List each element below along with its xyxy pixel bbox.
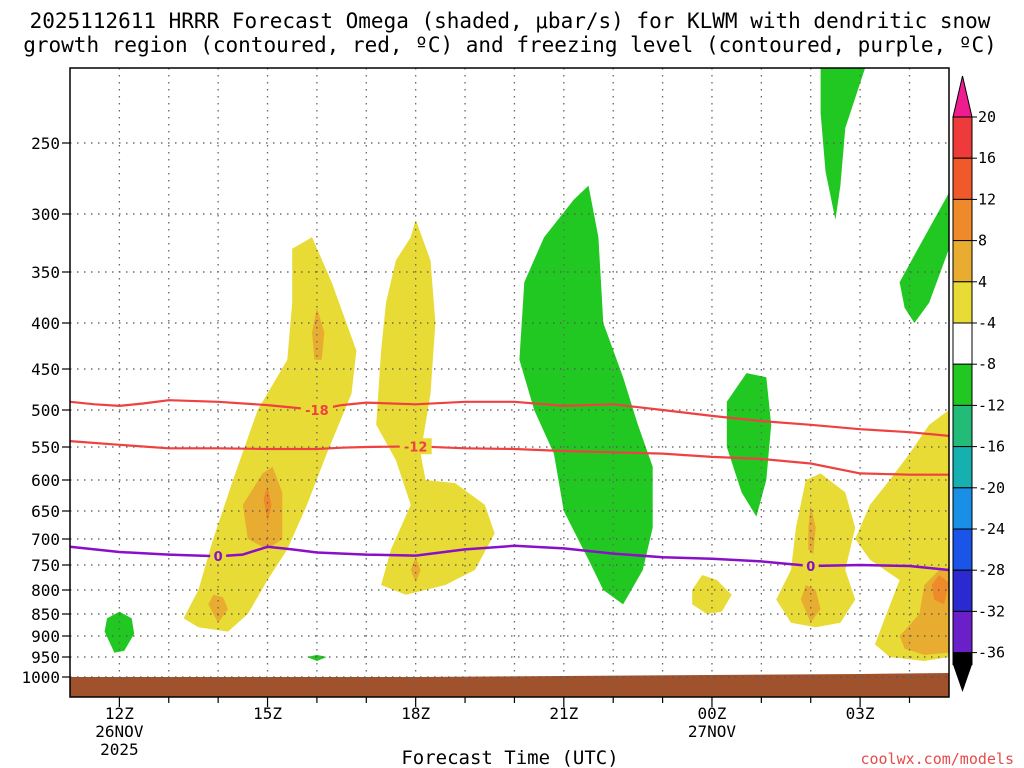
colorbar-segment-0 [952, 116, 973, 159]
contour-label-bg-0 [300, 402, 333, 418]
x-tick-year-0: 2025 [100, 740, 139, 759]
contour-label-bg-2 [210, 548, 227, 565]
omega-region-yellow-26z-col [776, 473, 856, 628]
y-tick-label-13: 900 [31, 627, 60, 646]
omega-region-green-16z-dot [307, 654, 327, 661]
terrain-fill [70, 673, 949, 697]
colorbar-label-9: -20 [978, 479, 1005, 497]
y-tick-label-11: 800 [31, 581, 60, 600]
colorbar-segment-7 [952, 404, 973, 448]
colorbar-label-7: -12 [978, 396, 1005, 414]
x-tick-date-4: 27NOV [688, 722, 737, 741]
contour-label-bg-3 [802, 558, 819, 574]
colorbar-segment-9 [952, 487, 973, 530]
omega-region-orange-26z-lower [800, 585, 821, 623]
plot-frame [69, 67, 950, 698]
omega-region-green-28z-upper [899, 192, 949, 323]
omega-region-redorange-28z [931, 575, 949, 605]
y-tick-label-2: 350 [31, 263, 60, 282]
contour-dgz-top [69, 399, 950, 437]
colorbar-label-1: 16 [978, 149, 996, 167]
y-tick-label-7: 600 [31, 471, 60, 490]
colorbar-label-6: -8 [978, 355, 996, 373]
contour-labels: -18 -12 0 0 [210, 402, 819, 575]
y-tick-label-8: 650 [31, 502, 60, 521]
y-tick-label-0: 250 [31, 134, 60, 153]
contour-freezing-level [69, 544, 950, 572]
x-tick-label-3: 21Z [549, 704, 578, 723]
credit-text: coolwx.com/models [860, 750, 1014, 768]
colorbar-segment-4 [952, 281, 973, 324]
x-tick-label-1: 15Z [253, 704, 282, 723]
contour-label-0: -18 [305, 404, 329, 419]
omega-region-orange-16z-top [312, 307, 325, 360]
omega-region-yellow-14z-col [183, 237, 357, 632]
colorbar-segment-8 [952, 446, 973, 489]
colorbar-label-12: -32 [978, 602, 1005, 620]
omega-region-green-12z-low [104, 611, 135, 653]
chart-title-line1: 2025112611 HRRR Forecast Omega (shaded, … [30, 9, 991, 33]
omega-region-green-26z-top [820, 68, 866, 220]
colorbar-segment-3 [952, 240, 973, 283]
colorbar-label-8: -16 [978, 438, 1005, 456]
contour-lines [69, 399, 950, 572]
contour-dgz-bottom [69, 440, 949, 476]
colorbar-label-11: -28 [978, 561, 1005, 579]
omega-region-orange-15z-mid [242, 466, 283, 550]
omega-shaded-regions [104, 68, 949, 661]
colorbar-segment-12 [952, 610, 973, 654]
colorbar-label-4: 4 [978, 273, 987, 291]
colorbar-segment-10 [952, 528, 973, 571]
terrain-ground [70, 673, 949, 697]
omega-region-orange-18z-low [410, 557, 421, 583]
contour-label-bg-1 [399, 438, 432, 455]
contour-label-1: -12 [404, 440, 428, 455]
y-axis: 250 300 350 400 450 500 550 600 650 700 750 800 850 9… [21, 134, 70, 687]
contour-label-2: 0 [214, 550, 223, 565]
colorbar-label-10: -24 [978, 520, 1005, 538]
colorbar-segment-6 [952, 363, 973, 406]
x-tick-date-0: 26NOV [95, 722, 144, 741]
y-tick-label-1: 300 [31, 205, 60, 224]
colorbar-bottom-arrow [953, 664, 972, 692]
x-tick-label-5: 03Z [846, 704, 875, 723]
chart-title-line2: growth region (contoured, red, ºC) and f… [23, 33, 997, 57]
colorbar-segment-5 [952, 322, 973, 365]
x-axis-title: Forecast Time (UTC) [401, 747, 618, 768]
y-tick-label-5: 500 [31, 401, 60, 420]
y-tick-label-9: 700 [31, 530, 60, 549]
colorbar-segment-2 [952, 198, 973, 242]
colorbar-label-5: -4 [978, 314, 996, 332]
colorbar-segment-11 [952, 569, 973, 612]
x-tick-label-4: 00Z [698, 704, 727, 723]
y-tick-label-10: 750 [31, 556, 60, 575]
colorbar-label-3: 8 [978, 232, 987, 250]
colorbar-label-13: -36 [978, 644, 1005, 662]
y-tick-label-12: 850 [31, 605, 60, 624]
y-tick-label-4: 450 [31, 360, 60, 379]
y-tick-label-3: 400 [31, 314, 60, 333]
omega-region-orange-14z-low [208, 594, 228, 623]
omega-region-green-20z-main [519, 185, 653, 605]
x-tick-label-2: 18Z [401, 704, 430, 723]
y-tick-label-6: 550 [31, 438, 60, 457]
omega-region-green-25z-mid [726, 373, 772, 517]
colorbar-top-arrow [952, 75, 973, 118]
colorbar-bottom-block [952, 652, 973, 666]
y-tick-label-14: 950 [31, 648, 60, 667]
x-tick-label-0: 12Z [105, 704, 134, 723]
colorbar-label-0: 20 [978, 108, 996, 126]
omega-region-redorange-15z [263, 486, 272, 523]
omega-region-yellow-18z-col [376, 219, 495, 595]
colorbar-segment-1 [952, 157, 973, 200]
colorbar-label-2: 12 [978, 190, 996, 208]
y-tick-label-15: 1000 [21, 668, 60, 687]
contour-label-3: 0 [806, 560, 815, 575]
colorbar: 20 16 12 8 4 -4 -8 -12 -16 -20 -24 -28 -32 -36 [952, 75, 1005, 692]
